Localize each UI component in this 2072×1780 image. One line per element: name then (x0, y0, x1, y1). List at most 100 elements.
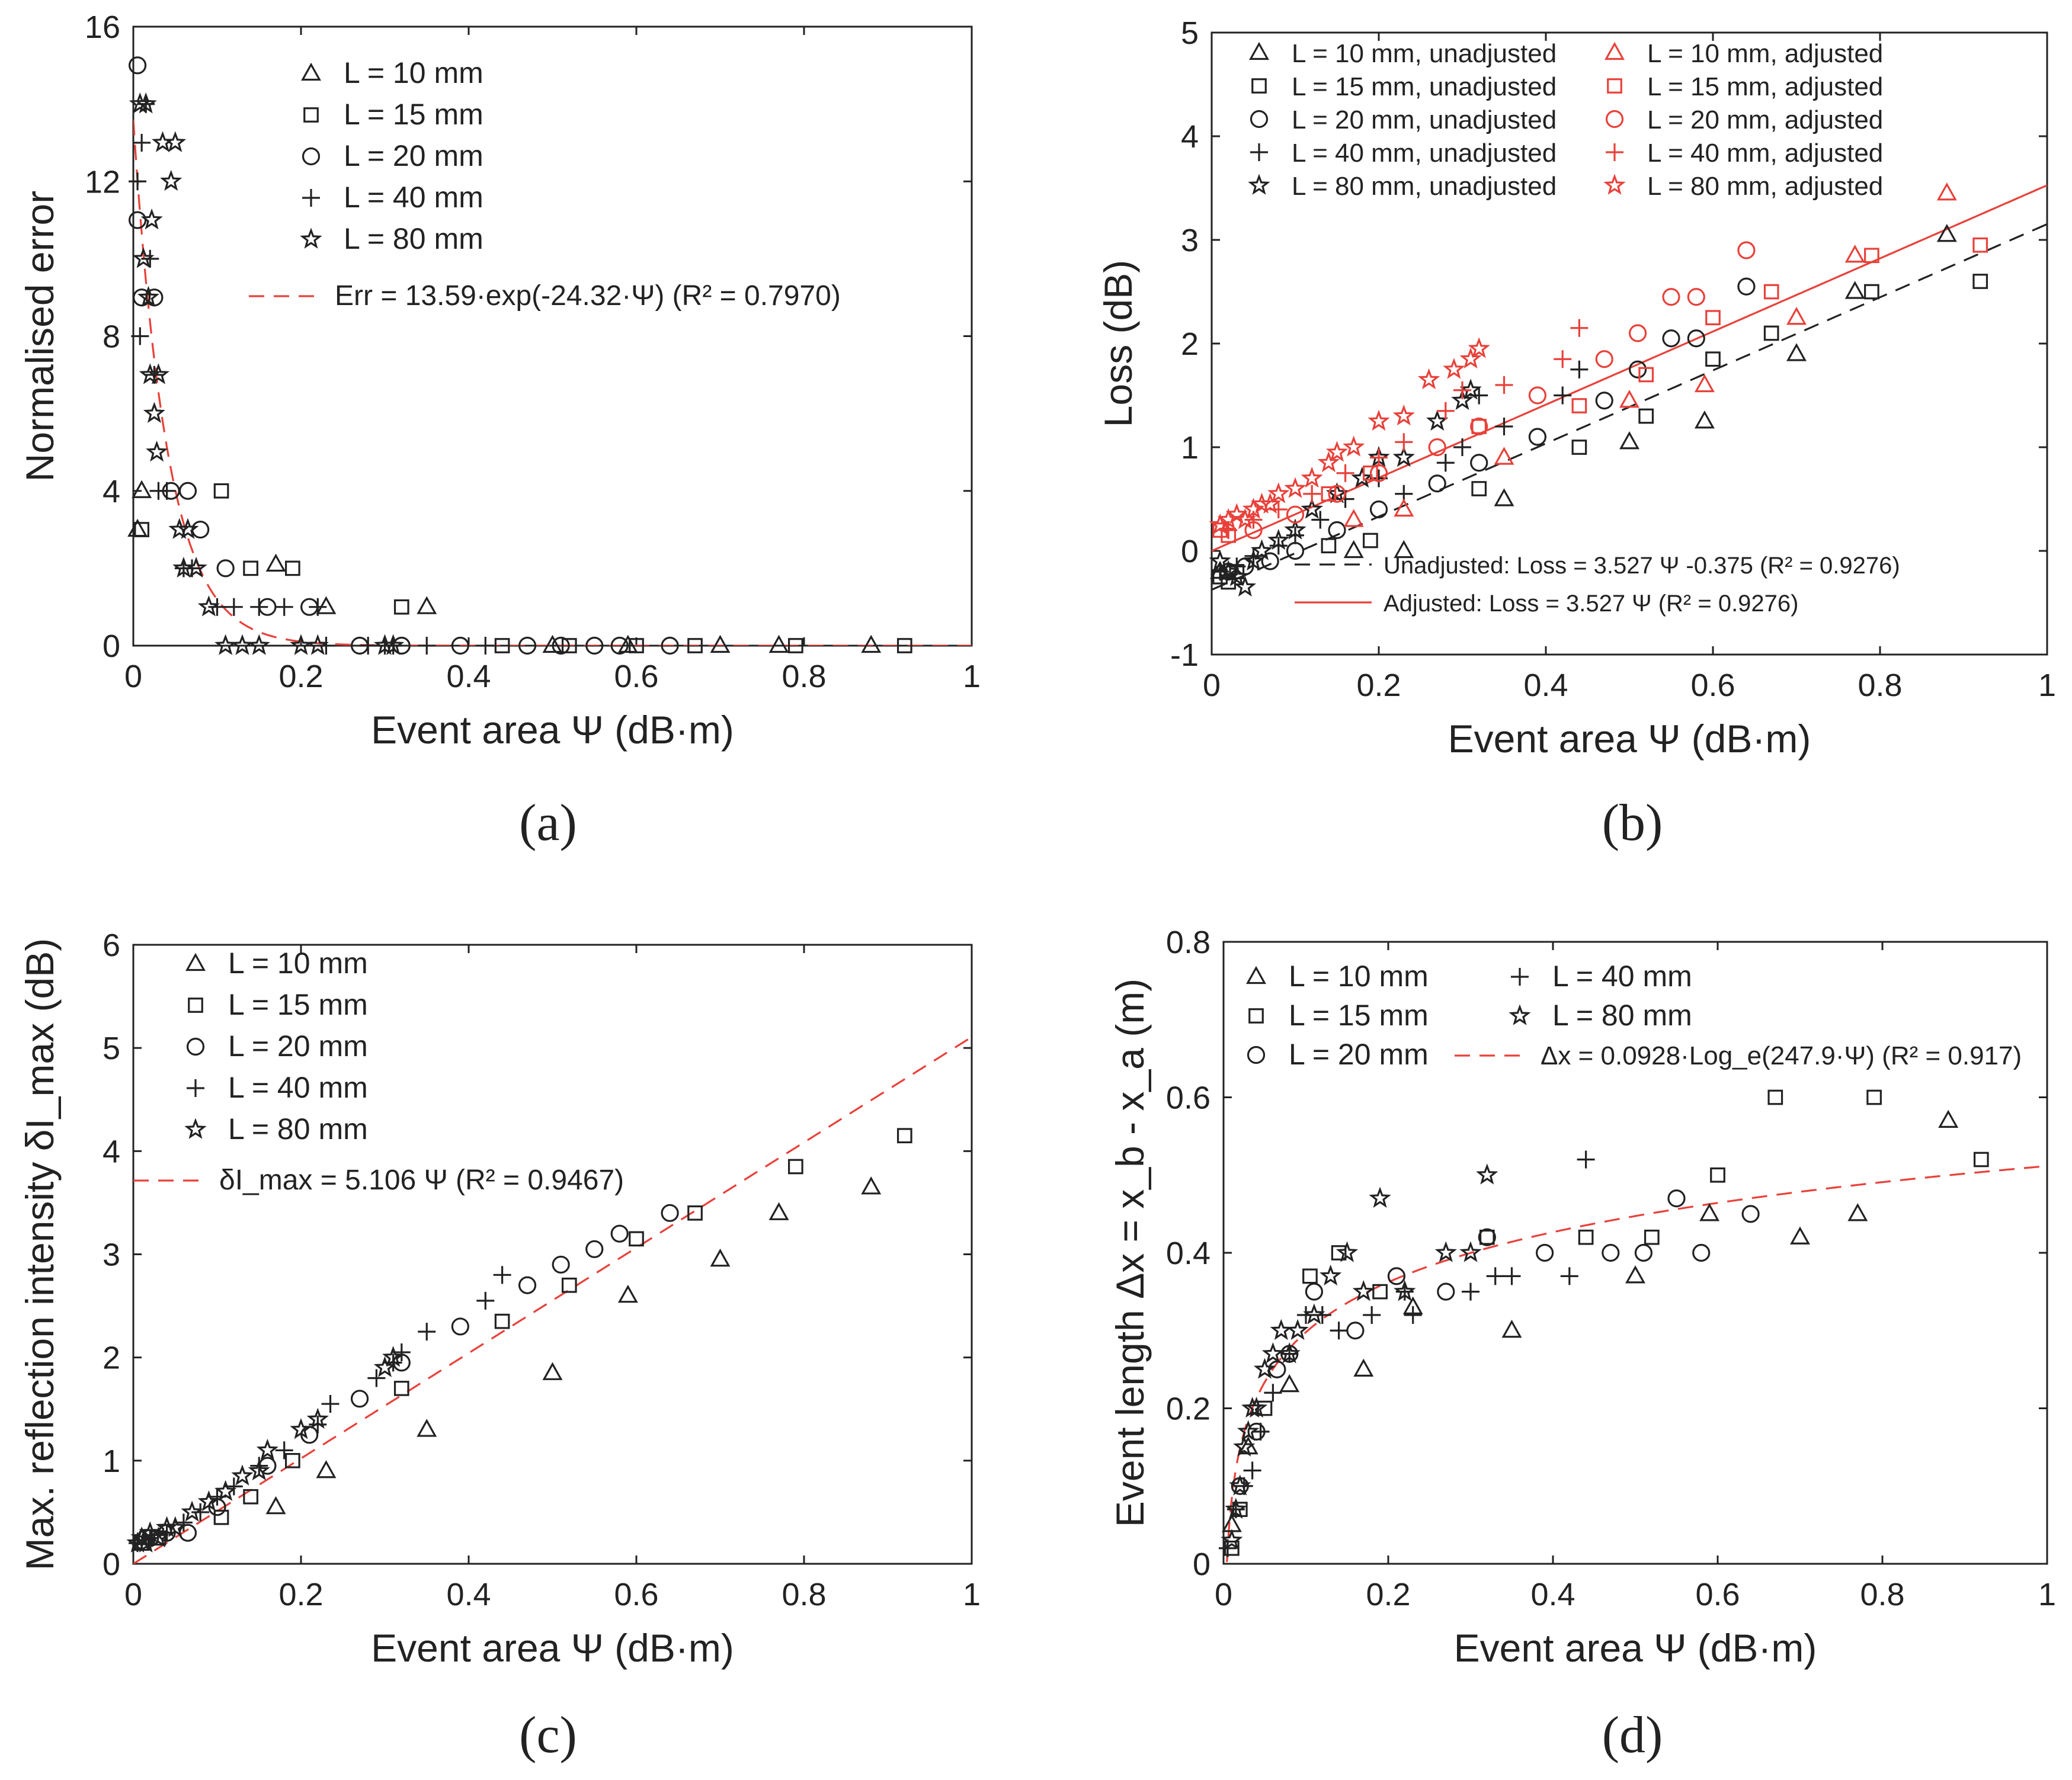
legend-marker (1250, 110, 1269, 129)
series-circle-2 (141, 1204, 679, 1547)
data-point (1351, 466, 1373, 488)
legend-entry: L = 15 mm, unadjusted (1292, 72, 1557, 101)
y-axis-label: Max. reflection intensity δI_max (dB) (18, 938, 62, 1570)
series-star-4 (129, 92, 405, 655)
data-point (140, 209, 163, 230)
data-point (213, 1509, 229, 1525)
data-point (1644, 1229, 1660, 1245)
legend-entry: L = 15 mm (344, 98, 483, 131)
data-point (561, 638, 577, 653)
data-point (181, 1500, 203, 1522)
data-point (132, 247, 155, 268)
data-point (1434, 1241, 1457, 1262)
data-point (1662, 329, 1680, 348)
legend-marker (1603, 174, 1626, 195)
data-point (1286, 541, 1305, 560)
legend-marker (185, 952, 206, 971)
data-point (1570, 360, 1589, 379)
legend-entry: L = 80 mm, unadjusted (1292, 172, 1557, 201)
data-point (214, 634, 237, 655)
data-point (1468, 337, 1490, 358)
series-circle-7 (1244, 241, 1756, 540)
data-point (129, 172, 147, 191)
data-point (1436, 454, 1455, 472)
legend-marker (1605, 110, 1624, 129)
y-tick-label: 5 (103, 1031, 120, 1066)
data-point (629, 1231, 644, 1247)
y-tick-label: 12 (85, 164, 120, 200)
x-tick-label: 0.6 (1695, 1577, 1740, 1612)
data-point (243, 560, 258, 576)
data-point (164, 131, 187, 152)
x-tick-label: 1 (2038, 1577, 2056, 1612)
data-point (1629, 324, 1647, 342)
data-point (476, 1291, 495, 1310)
data-point (275, 1441, 293, 1460)
x-tick-label: 0.4 (446, 1577, 491, 1612)
data-point (1501, 1319, 1522, 1338)
data-point (518, 1276, 537, 1294)
data-point (174, 1513, 193, 1532)
data-point (1387, 1267, 1405, 1285)
data-point (896, 1128, 912, 1144)
x-tick-label: 1 (963, 659, 981, 694)
data-point (1426, 409, 1449, 431)
data-point (1478, 1228, 1496, 1246)
data-point (1284, 518, 1306, 540)
data-point (384, 1354, 402, 1372)
data-point (1269, 537, 1288, 555)
chart-d: 0 0.2 0.4 0.6 0.8 1 0 0.2 0.4 0.6 0.8 Event area Ψ … (1108, 925, 2056, 1764)
data-point (1242, 549, 1265, 571)
data-point (451, 636, 469, 655)
data-point (321, 1395, 340, 1413)
data-point (418, 1323, 436, 1341)
legend-marker (1249, 41, 1269, 60)
data-point (1317, 451, 1340, 473)
data-point (1763, 325, 1779, 341)
data-point (1528, 386, 1546, 405)
data-point (1209, 549, 1231, 571)
data-point (133, 288, 151, 307)
panel-caption: (b) (1602, 794, 1663, 852)
data-point (1311, 511, 1330, 529)
data-point (1302, 1268, 1318, 1284)
data-point (552, 636, 570, 655)
data-point (306, 1407, 329, 1429)
data-point (1503, 1267, 1521, 1285)
data-point (248, 1459, 270, 1481)
data-point (1336, 464, 1354, 482)
y-tick-label: 1 (1181, 430, 1199, 466)
series-star-4 (1209, 379, 1482, 597)
data-point (1245, 1396, 1268, 1418)
data-point (1625, 1265, 1645, 1284)
data-point (1459, 379, 1482, 400)
data-point (1233, 1435, 1256, 1457)
data-point (493, 1266, 511, 1284)
data-point (542, 634, 563, 653)
data-point (225, 1477, 243, 1496)
data-point (290, 634, 312, 655)
data-point (1437, 1282, 1455, 1301)
data-point (1363, 533, 1378, 549)
data-point (137, 286, 160, 307)
data-point (787, 638, 803, 653)
x-tick-label: 0.2 (1366, 1577, 1410, 1612)
data-point (1699, 1203, 1720, 1221)
series-circle-2 (1231, 1189, 1760, 1495)
data-point (309, 598, 327, 616)
data-point (787, 1159, 803, 1175)
legend: L = 10 mm L = 15 mm L = 20 mm L = 40 mm L = … (249, 56, 841, 312)
data-point (687, 638, 703, 653)
data-point (1343, 435, 1365, 457)
data-point (1470, 417, 1488, 436)
data-point (1687, 329, 1705, 348)
data-point (1209, 513, 1231, 535)
data-point (1328, 521, 1346, 540)
data-point (1353, 1358, 1374, 1377)
data-point (1303, 485, 1321, 503)
data-point (191, 1503, 210, 1521)
legend-fit-label: δI_max = 5.106 Ψ (R² = 0.9467) (219, 1165, 624, 1196)
data-point (1571, 398, 1587, 413)
data-point (1451, 389, 1474, 410)
data-point (1267, 528, 1290, 550)
